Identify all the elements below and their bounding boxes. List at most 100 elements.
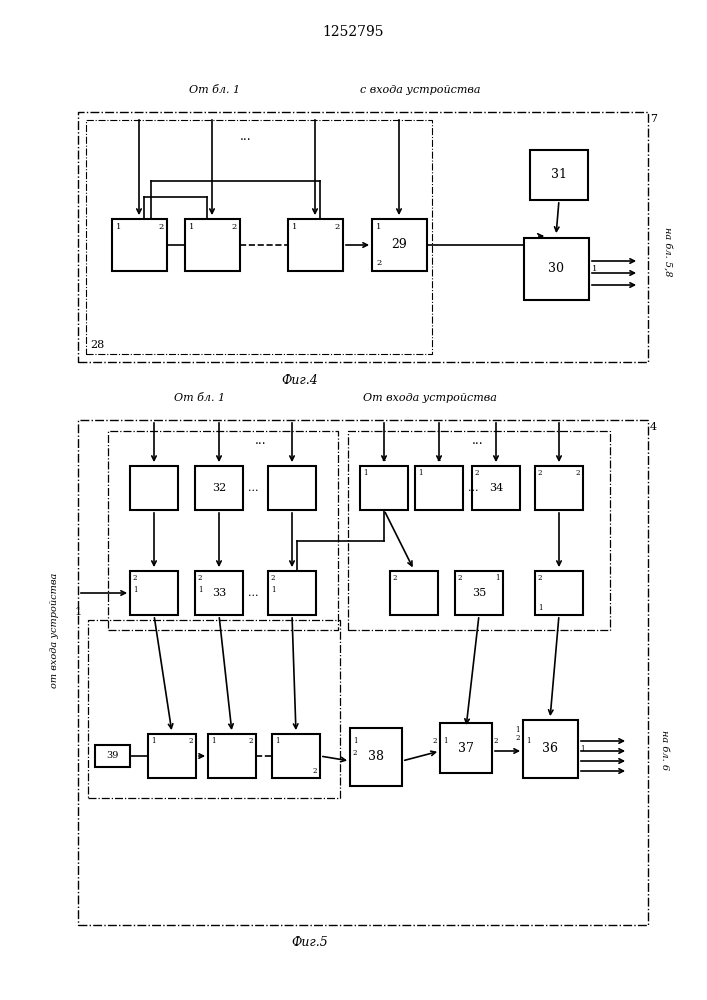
Text: 31: 31 (551, 168, 567, 182)
Text: 1: 1 (271, 586, 276, 594)
Text: 1: 1 (211, 737, 216, 745)
Text: 2: 2 (353, 749, 358, 757)
Text: 39: 39 (106, 752, 118, 760)
Bar (524, 238, 589, 300)
Text: 2: 2 (376, 259, 381, 267)
Text: От бл. 1: От бл. 1 (189, 85, 240, 95)
Text: 2: 2 (232, 223, 237, 231)
Text: 2: 2 (393, 574, 397, 582)
Bar (268, 571, 316, 615)
Text: 28: 28 (90, 340, 104, 350)
Text: 2: 2 (475, 469, 479, 477)
Text: ...: ... (247, 588, 258, 598)
Bar (185, 219, 240, 271)
Text: 2: 2 (433, 737, 437, 745)
Text: 2: 2 (334, 223, 340, 231)
Text: 2: 2 (159, 223, 164, 231)
Bar (390, 571, 438, 615)
Text: 2: 2 (494, 737, 498, 745)
Text: 2: 2 (458, 574, 462, 582)
Bar (108, 431, 338, 630)
Bar (112, 219, 167, 271)
Text: ...: ... (255, 434, 267, 446)
Text: 1: 1 (353, 737, 358, 745)
Text: 4: 4 (650, 422, 657, 432)
Text: 1: 1 (198, 586, 202, 594)
Text: 1: 1 (292, 223, 298, 231)
Text: ...: ... (247, 483, 258, 493)
Text: 2: 2 (248, 737, 253, 745)
Text: 7: 7 (650, 114, 657, 124)
Text: 2: 2 (312, 767, 317, 775)
Bar (348, 431, 610, 630)
Bar (360, 466, 408, 510)
Bar (88, 620, 340, 798)
Text: 32: 32 (212, 483, 226, 493)
Text: 33: 33 (212, 588, 226, 598)
Bar (523, 720, 578, 778)
Bar (130, 466, 178, 510)
Text: 1: 1 (275, 737, 279, 745)
Bar (195, 466, 243, 510)
Text: ...: ... (472, 434, 484, 446)
Bar (195, 571, 243, 615)
Text: 2: 2 (198, 574, 202, 582)
Text: 2: 2 (538, 574, 542, 582)
Text: ...: ... (468, 483, 478, 493)
Text: 2: 2 (515, 734, 520, 742)
Text: От входа устройства: От входа устройства (363, 393, 497, 403)
Text: 35: 35 (472, 588, 486, 598)
Text: 1: 1 (538, 604, 542, 612)
Text: 2: 2 (437, 455, 441, 463)
Text: Фиг.4: Фиг.4 (281, 373, 318, 386)
Text: 2: 2 (133, 574, 137, 582)
Text: 1: 1 (496, 574, 500, 582)
Bar (148, 734, 196, 778)
Text: 36: 36 (542, 742, 559, 756)
Text: 2: 2 (382, 455, 386, 463)
Text: 1: 1 (418, 469, 423, 477)
Bar (95, 745, 130, 767)
Bar (78, 112, 648, 362)
Text: 1: 1 (443, 737, 448, 745)
Bar (440, 723, 492, 773)
Bar (272, 734, 320, 778)
Text: 1: 1 (133, 586, 137, 594)
Text: Фиг.5: Фиг.5 (291, 936, 328, 950)
Bar (472, 466, 520, 510)
Text: 2: 2 (538, 469, 542, 477)
Text: 2: 2 (575, 469, 580, 477)
Bar (372, 219, 427, 271)
Bar (415, 466, 463, 510)
Text: 38: 38 (368, 750, 384, 764)
Bar (535, 466, 583, 510)
Bar (288, 219, 343, 271)
Bar (535, 571, 583, 615)
Bar (455, 571, 503, 615)
Text: От бл. 1: От бл. 1 (175, 393, 226, 403)
Text: 2: 2 (189, 737, 193, 745)
Bar (78, 420, 648, 925)
Text: 1: 1 (580, 745, 585, 753)
Bar (86, 120, 432, 354)
Text: от входа устройства: от входа устройства (50, 572, 59, 688)
Bar (350, 728, 402, 786)
Text: на бл. 6: на бл. 6 (660, 730, 670, 770)
Bar (530, 150, 588, 200)
Bar (208, 734, 256, 778)
Text: 1252795: 1252795 (322, 25, 384, 39)
Text: 30: 30 (549, 262, 564, 275)
Text: ...: ... (240, 130, 252, 143)
Bar (268, 466, 316, 510)
Text: с входа устройства: с входа устройства (360, 85, 480, 95)
Text: 37: 37 (458, 742, 474, 754)
Text: 1: 1 (363, 469, 368, 477)
Text: 1: 1 (592, 265, 597, 273)
Text: 1: 1 (116, 223, 122, 231)
Text: 1: 1 (151, 737, 156, 745)
Text: 1: 1 (74, 607, 81, 617)
Text: 1: 1 (376, 223, 381, 231)
Text: 1: 1 (189, 223, 194, 231)
Text: на бл. 5,8: на бл. 5,8 (663, 227, 672, 277)
Text: 2: 2 (271, 574, 276, 582)
